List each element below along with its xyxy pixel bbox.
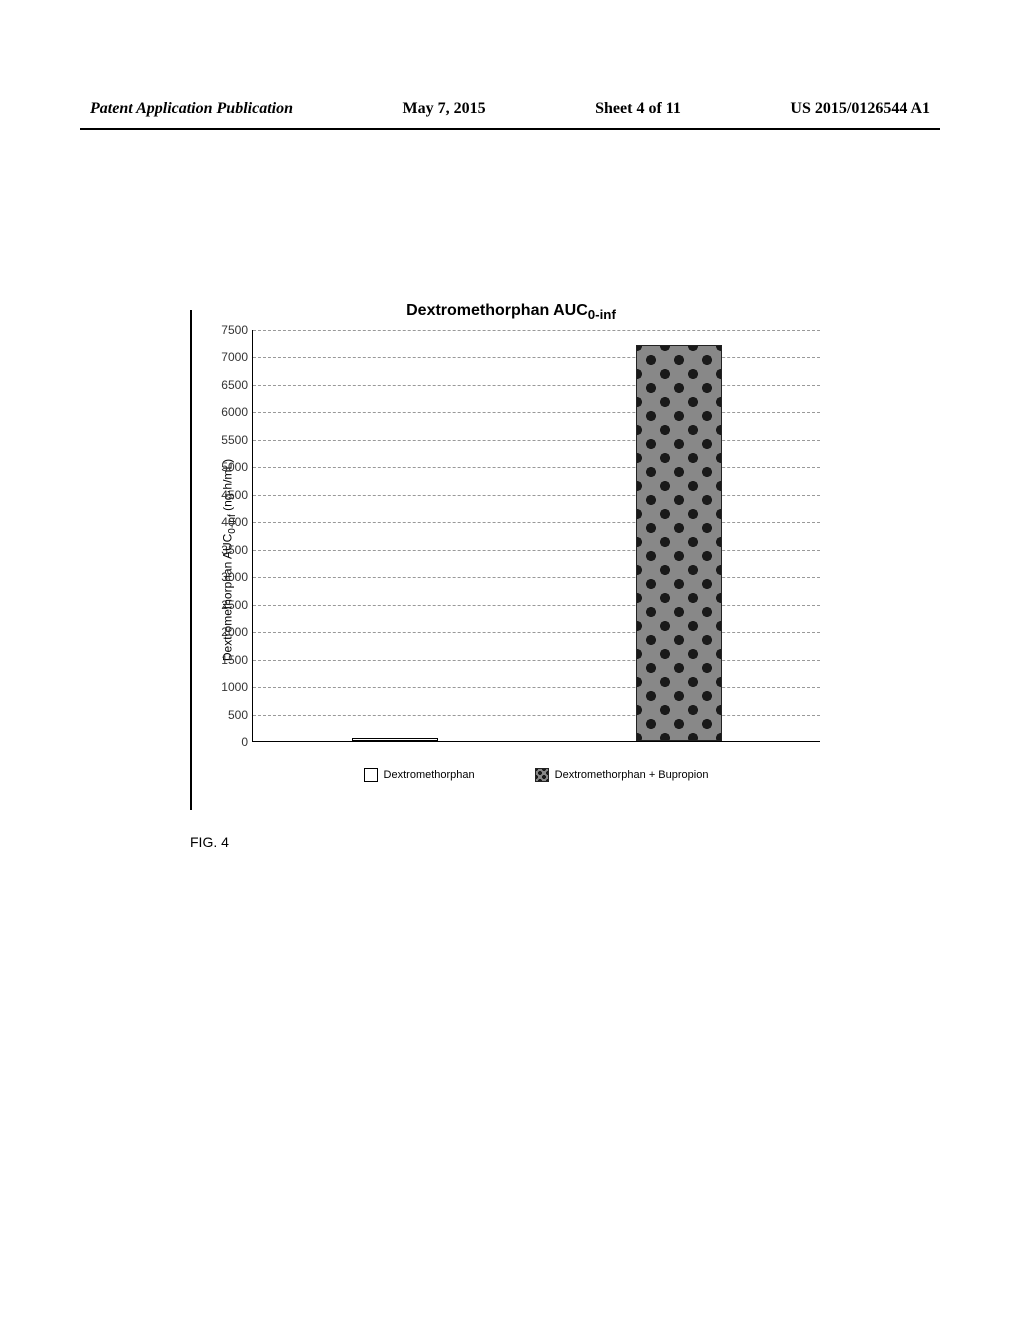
header-publication: Patent Application Publication [90, 100, 293, 118]
gridline [253, 522, 820, 523]
ytick-label: 0 [204, 735, 248, 749]
gridline [253, 467, 820, 468]
page-header: Patent Application Publication May 7, 20… [80, 100, 940, 124]
ytick-label: 7000 [204, 350, 248, 364]
ytick-label: 1000 [204, 680, 248, 694]
gridline [253, 715, 820, 716]
gridline [253, 495, 820, 496]
header-rule [80, 128, 940, 130]
ytick-label: 4500 [204, 488, 248, 502]
gridline [253, 687, 820, 688]
gridline [253, 440, 820, 441]
chart-title: Dextromethorphan AUC0-inf [192, 302, 830, 322]
gridline [253, 385, 820, 386]
header-pubno: US 2015/0126544 A1 [790, 100, 930, 118]
legend-swatch-open [364, 768, 378, 782]
figure-label: FIG. 4 [190, 834, 940, 850]
ytick-label: 2500 [204, 598, 248, 612]
gridline [253, 605, 820, 606]
gridline [253, 577, 820, 578]
legend-label-1: Dextromethorphan [384, 769, 475, 781]
chart-title-sub: 0-inf [588, 307, 616, 322]
legend-label-2: Dextromethorphan + Bupropion [555, 769, 709, 781]
ytick-label: 6500 [204, 378, 248, 392]
header-date: May 7, 2015 [403, 100, 486, 118]
bar-1 [352, 738, 437, 741]
gridline [253, 357, 820, 358]
plot-area [252, 330, 820, 742]
gridline [253, 632, 820, 633]
legend-item-1: Dextromethorphan [364, 768, 475, 782]
legend: Dextromethorphan Dextromethorphan + Bupr… [252, 768, 820, 782]
ytick-label: 4000 [204, 515, 248, 529]
ytick-label: 3000 [204, 570, 248, 584]
gridline [253, 330, 820, 331]
legend-swatch-checker [535, 768, 549, 782]
gridline [253, 412, 820, 413]
ytick-label: 6000 [204, 405, 248, 419]
chart-title-main: Dextromethorphan AUC [406, 302, 588, 319]
ytick-label: 5500 [204, 433, 248, 447]
gridline [253, 660, 820, 661]
ytick-label: 2000 [204, 625, 248, 639]
header-sheet: Sheet 4 of 11 [595, 100, 681, 118]
ytick-label: 500 [204, 708, 248, 722]
ytick-label: 7500 [204, 323, 248, 337]
ytick-label: 1500 [204, 653, 248, 667]
chart-container: Dextromethorphan AUC0-inf Dextromethorph… [190, 310, 830, 810]
ytick-label: 3500 [204, 543, 248, 557]
gridline [253, 550, 820, 551]
bar-2 [636, 345, 721, 741]
legend-item-2: Dextromethorphan + Bupropion [535, 768, 709, 782]
ytick-label: 5000 [204, 460, 248, 474]
